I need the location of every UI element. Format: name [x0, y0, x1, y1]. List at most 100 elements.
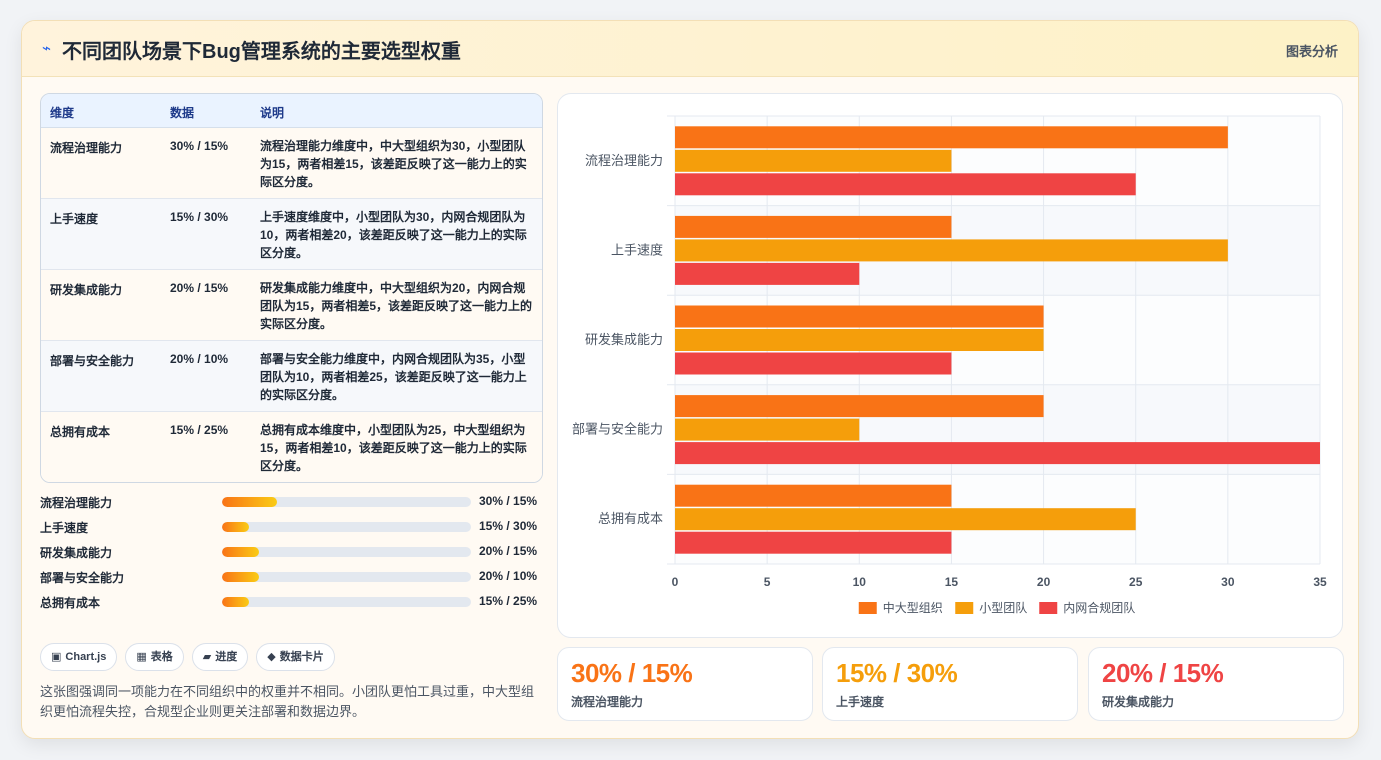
progress-icon: ▰: [202, 651, 212, 663]
bar-2: [675, 508, 1136, 531]
column-header-description: 说明: [260, 106, 285, 120]
progress-row: 总拥有成本 15% / 25%: [40, 591, 540, 616]
table-row: 流程治理能力 30% / 15% 流程治理能力维度中，中大型组织为30，小型团队…: [41, 128, 542, 199]
legend-label: 小型团队: [979, 600, 1027, 615]
x-tick-label: 20: [1037, 575, 1051, 589]
row-data: 20% / 10%: [170, 352, 229, 366]
feature-chips: ▣ Chart.js ▦ 表格 ▰ 进度 ◆ 数据卡片: [40, 643, 335, 671]
progress-track: [222, 497, 471, 507]
progress-fill: [222, 547, 260, 557]
row-data: 15% / 30%: [170, 210, 229, 224]
bar-1: [675, 126, 1228, 149]
chip-progress[interactable]: ▰ 进度: [191, 643, 249, 671]
progress-label: 上手速度: [40, 521, 89, 535]
bar-2: [675, 239, 1228, 262]
x-tick-label: 10: [853, 575, 867, 589]
stat-value: 20% / 15%: [1102, 658, 1224, 688]
table-row: 总拥有成本 15% / 25% 总拥有成本维度中，小型团队为25，中大型组织为1…: [41, 412, 542, 482]
row-data: 15% / 25%: [170, 423, 229, 437]
bar-2: [675, 418, 860, 441]
page-title: 不同团队场景下Bug管理系统的主要选型权重: [62, 41, 461, 63]
progress-track: [222, 597, 471, 607]
card-icon: ◆: [267, 651, 276, 663]
stat-card: 15% / 30% 上手速度: [822, 647, 1078, 721]
table-row: 上手速度 15% / 30% 上手速度维度中，小型团队为30，内网合规团队为10…: [41, 199, 542, 270]
x-tick-label: 35: [1313, 575, 1327, 589]
chip-label: 表格: [150, 651, 173, 663]
data-table: 维度 数据 说明 流程治理能力 30% / 15% 流程治理能力维度中，中大型组…: [40, 93, 543, 483]
progress-fill: [222, 497, 277, 507]
chip-label: 进度: [215, 651, 238, 663]
category-label: 流程治理能力: [585, 153, 663, 168]
row-description: 上手速度维度中，小型团队为30，内网合规团队为10，两者相差20，该差距反映了这…: [260, 210, 527, 260]
chart-description: 这张图强调同一项能力在不同组织中的权重并不相同。小团队更怕工具过重，中大型组织更…: [40, 684, 535, 719]
row-description: 流程治理能力维度中，中大型组织为30，小型团队为15，两者相差15，该差距反映了…: [260, 139, 527, 189]
legend-swatch: [858, 602, 877, 614]
progress-value: 20% / 15%: [479, 544, 538, 558]
legend-swatch: [955, 602, 974, 614]
chip-data-card[interactable]: ◆ 数据卡片: [256, 643, 335, 671]
row-data: 20% / 15%: [170, 281, 229, 295]
stat-label: 流程治理能力: [571, 695, 644, 709]
chip-label: Chart.js: [65, 651, 107, 663]
table-row: 研发集成能力 20% / 15% 研发集成能力维度中，中大型组织为20，内网合规…: [41, 270, 542, 341]
bar-3: [675, 442, 1320, 465]
progress-label: 研发集成能力: [40, 546, 113, 560]
stat-value: 15% / 30%: [836, 658, 958, 688]
progress-track: [222, 522, 471, 532]
progress-track: [222, 547, 471, 557]
row-dimension: 上手速度: [50, 212, 99, 226]
category-label: 总拥有成本: [598, 511, 663, 526]
category-label: 部署与安全能力: [572, 422, 663, 437]
x-tick-label: 0: [672, 575, 679, 589]
bar-3: [675, 173, 1136, 196]
row-dimension: 总拥有成本: [50, 425, 111, 439]
bar-3: [675, 262, 860, 285]
chip-label: 数据卡片: [279, 651, 324, 663]
bar-2: [675, 149, 952, 172]
progress-list: 流程治理能力 30% / 15% 上手速度 15% / 30% 研发集成能力 2…: [40, 491, 540, 616]
bar-1: [675, 395, 1044, 418]
row-description: 研发集成能力维度中，中大型组织为20，内网合规团队为15，两者相差5，该差距反映…: [260, 281, 533, 331]
chip-chartjs[interactable]: ▣ Chart.js: [40, 643, 118, 671]
stat-value: 30% / 15%: [571, 658, 693, 688]
row-description: 总拥有成本维度中，小型团队为25，中大型组织为15，两者相差10，该差距反映了这…: [260, 423, 527, 473]
bar-1: [675, 215, 952, 238]
progress-row: 上手速度 15% / 30%: [40, 516, 540, 541]
bar-3: [675, 352, 952, 375]
stat-card: 30% / 15% 流程治理能力: [557, 647, 813, 721]
x-tick-label: 15: [945, 575, 959, 589]
progress-value: 15% / 25%: [479, 594, 538, 608]
x-tick-label: 30: [1221, 575, 1235, 589]
lightning-icon: ⌁: [42, 40, 52, 57]
card-header: ⌁ 不同团队场景下Bug管理系统的主要选型权重 图表分析: [22, 21, 1358, 77]
column-header-data: 数据: [170, 106, 195, 120]
bar-1: [675, 305, 1044, 328]
category-label: 研发集成能力: [585, 332, 663, 347]
progress-value: 15% / 30%: [479, 519, 538, 533]
column-header-dimension: 维度: [50, 106, 75, 120]
progress-row: 流程治理能力 30% / 15%: [40, 491, 540, 516]
progress-fill: [222, 597, 250, 607]
chart-icon: ▣: [51, 651, 62, 663]
x-tick-label: 25: [1129, 575, 1143, 589]
row-data: 30% / 15%: [170, 139, 229, 153]
progress-row: 部署与安全能力 20% / 10%: [40, 566, 540, 591]
table-icon: ▦: [136, 651, 147, 663]
progress-value: 30% / 15%: [479, 494, 538, 508]
row-dimension: 部署与安全能力: [50, 354, 135, 368]
progress-fill: [222, 572, 260, 582]
table-row: 部署与安全能力 20% / 10% 部署与安全能力维度中，内网合规团队为35，小…: [41, 341, 542, 412]
row-description: 部署与安全能力维度中，内网合规团队为35，小型团队为10，两者相差25，该差距反…: [260, 352, 527, 402]
progress-row: 研发集成能力 20% / 15%: [40, 541, 540, 566]
progress-label: 流程治理能力: [40, 496, 113, 510]
progress-fill: [222, 522, 250, 532]
chip-table[interactable]: ▦ 表格: [125, 643, 184, 671]
progress-label: 部署与安全能力: [40, 571, 125, 585]
progress-value: 20% / 10%: [479, 569, 538, 583]
category-label: 上手速度: [611, 242, 663, 257]
progress-track: [222, 572, 471, 582]
table-header: 维度 数据 说明: [41, 94, 542, 128]
legend-swatch: [1039, 602, 1058, 614]
chart-card: ⌁ 不同团队场景下Bug管理系统的主要选型权重 图表分析 维度 数据 说明 流程…: [21, 20, 1359, 739]
